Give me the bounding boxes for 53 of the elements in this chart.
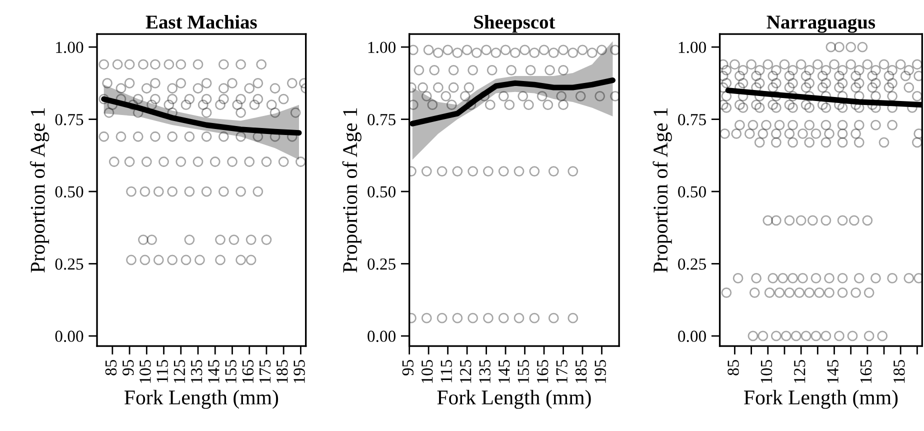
x-tick-label: 85 — [728, 360, 739, 376]
y-tick-label: 0.75 — [368, 114, 396, 126]
x-tick-label: 85 — [105, 360, 117, 376]
y-axis-title: Proportion of Age 1 — [342, 108, 362, 273]
chart-title: East Machias — [146, 15, 257, 29]
y-axis-title: Proportion of Age 1 — [652, 108, 672, 273]
x-axis-title: Fork Length (mm) — [744, 390, 898, 409]
y-tick-label: 1.00 — [56, 42, 84, 54]
x-tick-label: 195 — [294, 360, 305, 383]
x-tick-label: 165 — [860, 360, 872, 383]
y-tick-label: 1.00 — [678, 42, 706, 54]
x-tick-label: 195 — [594, 360, 606, 383]
y-tick-label: 0.00 — [678, 330, 706, 342]
x-tick-label: 125 — [174, 360, 186, 383]
x-tick-label: 165 — [242, 360, 254, 383]
y-tick-label: 0.50 — [368, 186, 396, 198]
y-axis-title: Proportion of Age 1 — [30, 108, 50, 273]
y-tick-label: 0.00 — [368, 330, 396, 342]
x-tick-label: 185 — [276, 360, 288, 383]
y-tick-label: 0.50 — [55, 186, 84, 198]
x-tick-label: 115 — [156, 360, 168, 382]
x-tick-label: 145 — [208, 360, 220, 383]
x-tick-label: 95 — [402, 360, 414, 376]
x-tick-label: 125 — [460, 360, 472, 383]
x-tick-label: 175 — [556, 360, 568, 383]
y-tick-label: 0.00 — [55, 330, 84, 342]
x-tick-label: 95 — [122, 360, 134, 376]
x-tick-label: 135 — [479, 360, 490, 383]
y-tick-label: 0.25 — [55, 258, 84, 270]
x-tick-label: 125 — [794, 360, 806, 383]
x-tick-label: 105 — [422, 360, 433, 383]
x-tick-label: 155 — [225, 360, 236, 383]
x-tick-label: 185 — [575, 360, 587, 383]
x-tick-label: 165 — [537, 360, 548, 383]
x-tick-label: 185 — [894, 360, 905, 383]
x-tick-label: 135 — [190, 360, 202, 383]
x-axis-title: Fork Length (mm) — [124, 390, 278, 409]
y-tick-label: 0.25 — [368, 258, 396, 270]
x-tick-label: 105 — [760, 360, 772, 383]
x-tick-label: 155 — [518, 360, 529, 383]
x-tick-label: 105 — [140, 360, 151, 383]
x-axis-title: Fork Length (mm) — [437, 390, 591, 409]
x-tick-label: 175 — [259, 360, 271, 383]
x-tick-label: 115 — [440, 360, 452, 382]
chart-title: Sheepscot — [474, 15, 556, 33]
x-tick-label: 145 — [827, 360, 838, 383]
x-tick-label: 145 — [498, 360, 510, 383]
y-tick-label: 0.75 — [678, 114, 706, 126]
y-tick-label: 0.75 — [55, 114, 84, 126]
y-tick-label: 1.00 — [368, 42, 396, 54]
y-tick-label: 0.25 — [678, 258, 706, 270]
y-tick-label: 0.50 — [678, 186, 706, 198]
chart-title: Narraguagus — [766, 16, 876, 33]
